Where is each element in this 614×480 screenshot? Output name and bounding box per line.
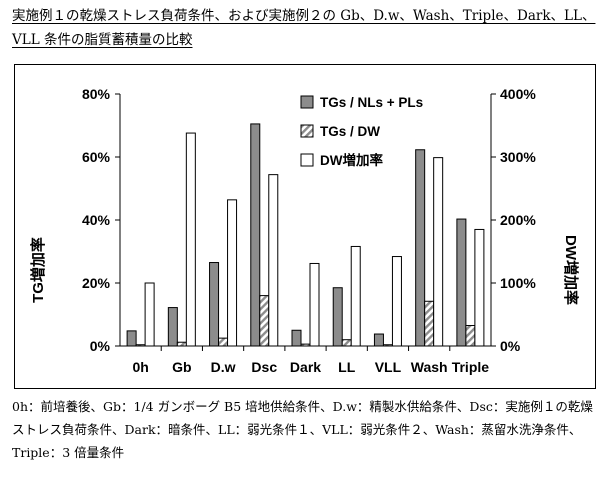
bar-gb-series-1 (168, 308, 177, 346)
bar-0h-series-1 (127, 331, 136, 346)
y-tick-label-right: 400% (500, 86, 536, 102)
bar-vll-series-3 (392, 257, 401, 346)
chart-svg: 0% 0% 20% 100% 40% 200% 60% 300% 80% 400% 0h Gb D.w… (15, 65, 595, 388)
legend-label-1: TGs / NLs + PLs (320, 95, 423, 110)
y-tick-label-left: 80% (82, 86, 111, 102)
bar-dsc-series-3 (269, 175, 278, 346)
y-tick-label-left: 0% (90, 338, 111, 354)
bar-dw-series-2 (219, 338, 228, 346)
bar-gb-series-3 (186, 133, 195, 346)
bar-dsc-series-2 (260, 296, 269, 346)
x-category-label: Gb (172, 359, 191, 375)
x-category-label: 0h (132, 359, 148, 375)
y-tick-label-left: 60% (82, 149, 111, 165)
legend-label-3: DW増加率 (320, 152, 383, 168)
y-tick-label-left: 40% (82, 212, 111, 228)
chart-legend: TGs / NLs + PLs TGs / DW DW増加率 (301, 95, 423, 168)
chart-frame: 0% 0% 20% 100% 40% 200% 60% 300% 80% 400% 0h Gb D.w… (14, 64, 596, 389)
bar-dw-series-3 (228, 200, 237, 346)
y-tick-label-right: 300% (500, 149, 536, 165)
bar-dark-series-2 (301, 344, 310, 346)
bar-wash-series-1 (416, 150, 425, 346)
bar-vll-series-1 (374, 334, 383, 346)
x-category-label: Dsc (251, 359, 277, 375)
bar-dsc-series-1 (251, 124, 260, 346)
bar-0h-series-2 (136, 345, 145, 346)
x-category-label: Triple (452, 359, 490, 375)
legend-swatch-3 (301, 154, 313, 166)
y-tick-label-right: 100% (500, 275, 536, 291)
figure-heading: 実施例１の乾燥ストレス負荷条件、および実施例２の Gb、D.w、Wash、Tri… (12, 4, 602, 52)
bar-triple-series-3 (475, 229, 484, 346)
chart-category-labels: 0h Gb D.w Dsc Dark LL VLL WashTriple (132, 359, 489, 375)
x-category-label: VLL (375, 359, 402, 375)
x-category-label: LL (338, 359, 356, 375)
bar-dark-series-1 (292, 330, 301, 346)
bar-dark-series-3 (310, 263, 319, 346)
y-tick-label-right: 0% (500, 338, 521, 354)
x-category-label: Dark (290, 359, 321, 375)
y-axis-label-right: DW増加率 (562, 235, 580, 305)
y-tick-label-left: 20% (82, 275, 111, 291)
bar-vll-series-2 (383, 345, 392, 346)
legend-swatch-2 (301, 125, 313, 137)
legend-label-2: TGs / DW (320, 124, 380, 139)
x-category-label: Wash (411, 359, 448, 375)
y-axis-label-left: TG増加率 (29, 237, 47, 303)
bar-ll-series-1 (333, 288, 342, 346)
bar-0h-series-3 (145, 283, 154, 346)
y-tick-label-right: 200% (500, 212, 536, 228)
bar-ll-series-2 (342, 340, 351, 346)
legend-swatch-1 (301, 96, 313, 108)
bar-gb-series-2 (177, 342, 186, 346)
bar-wash-series-2 (425, 301, 434, 346)
figure-caption: 0h：前培養後、Gb：1/4 ガンボーグ B5 培地供給条件、D.w：精製水供給… (12, 395, 604, 464)
bar-triple-series-1 (457, 219, 466, 346)
x-category-label: D.w (211, 359, 236, 375)
bar-ll-series-3 (351, 246, 360, 346)
bar-triple-series-2 (466, 326, 475, 346)
bar-dw-series-1 (210, 263, 219, 346)
bar-wash-series-3 (434, 158, 443, 346)
